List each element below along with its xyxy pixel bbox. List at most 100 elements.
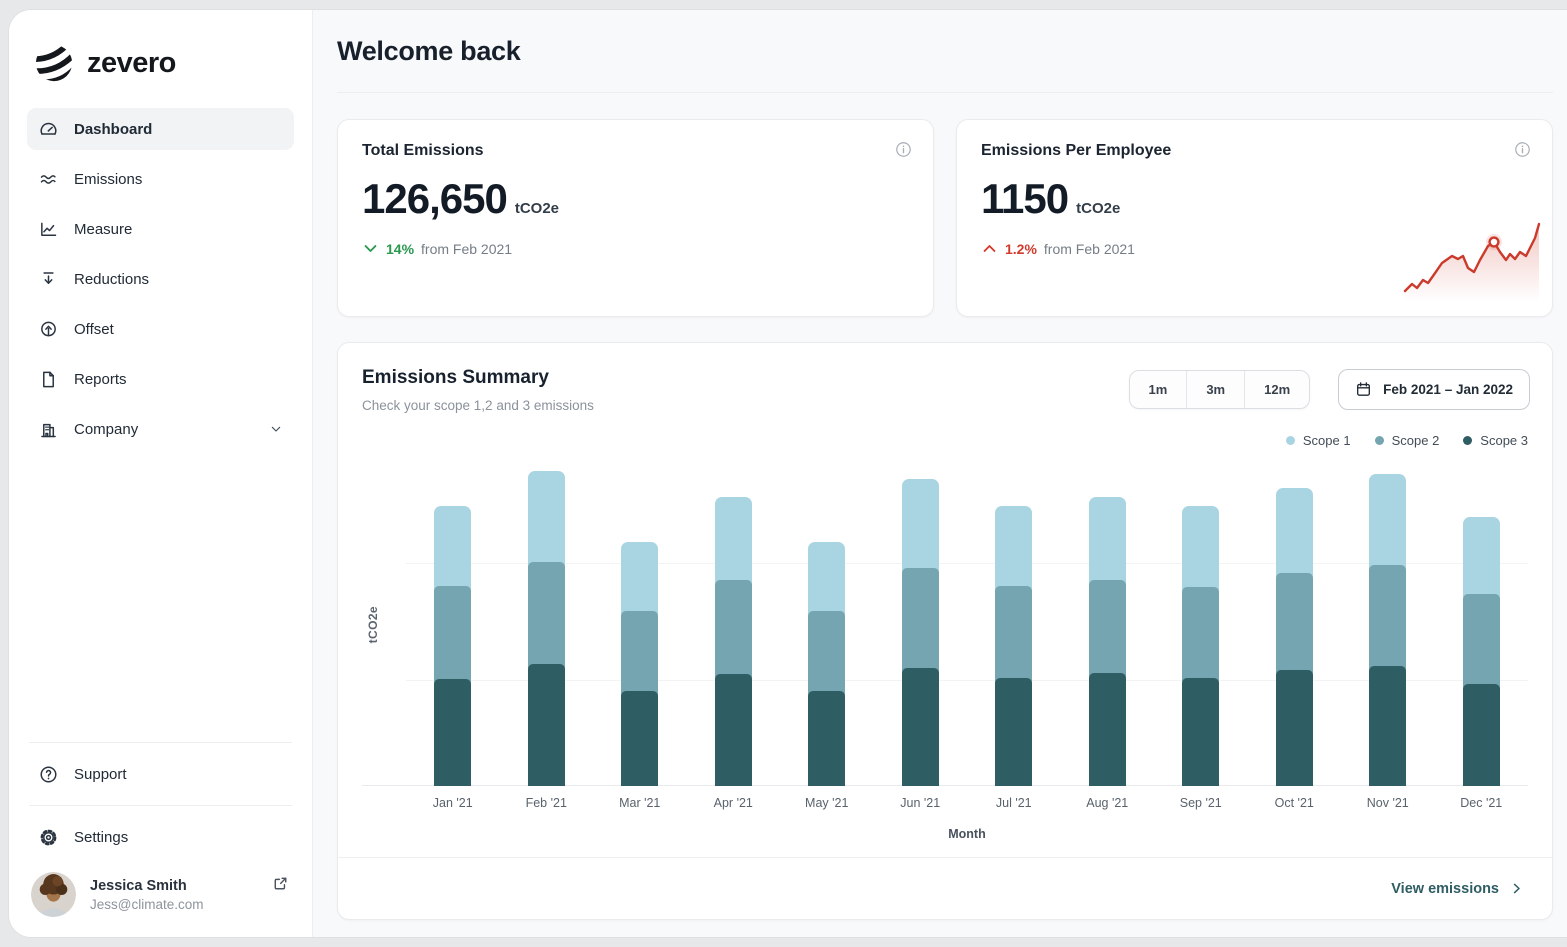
sidebar-item-company[interactable]: Company [27, 408, 294, 450]
sidebar-item-emissions[interactable]: Emissions [27, 158, 294, 200]
x-tick-label: Oct '21 [1274, 796, 1314, 810]
bar-jun-21[interactable] [874, 479, 968, 786]
x-tick-label: May '21 [805, 796, 849, 810]
bar-segment-scope-3[interactable] [434, 679, 472, 786]
bar-segment-scope-3[interactable] [527, 664, 565, 786]
bar-segment-scope-2[interactable] [434, 586, 472, 684]
bar-dec-21[interactable] [1435, 517, 1529, 786]
bar-segment-scope-1[interactable] [1369, 474, 1407, 570]
bar-apr-21[interactable] [687, 497, 781, 786]
per-employee-value: 1150 [981, 175, 1069, 222]
card-title: Emissions Per Employee [981, 142, 1172, 159]
main-content: Welcome back Total Emissions 126,650 tCO… [313, 10, 1567, 937]
bar-segment-scope-1[interactable] [1182, 506, 1220, 592]
chevron-down-icon[interactable] [268, 421, 284, 437]
sidebar-nav: Dashboard Emissions Measure Reductions O… [27, 108, 294, 450]
bar-segment-scope-1[interactable] [901, 479, 939, 573]
bar-segment-scope-3[interactable] [1088, 673, 1126, 786]
bar-segment-scope-2[interactable] [527, 562, 565, 669]
bar-segment-scope-3[interactable] [995, 678, 1033, 786]
tree-icon [37, 318, 59, 340]
bar-segment-scope-3[interactable] [1462, 684, 1500, 786]
date-range-label: Feb 2021 – Jan 2022 [1383, 382, 1513, 397]
bar-segment-scope-2[interactable] [1182, 587, 1220, 683]
user-profile[interactable]: Jessica Smith Jess@climate.com [27, 858, 294, 923]
bar-segment-scope-2[interactable] [1369, 565, 1407, 671]
bar-segment-scope-1[interactable] [527, 471, 565, 567]
bar-segment-scope-2[interactable] [1088, 580, 1126, 678]
sidebar-footer-nav: Support Settings [27, 753, 294, 858]
chevron-right-icon [1513, 883, 1520, 894]
x-axis-ticks: Jan '21 Feb '21 Mar '21 Apr '21 May '21 Jun '… [406, 796, 1528, 810]
total-emissions-unit: tCO2e [514, 200, 560, 217]
bar-segment-scope-1[interactable] [1275, 488, 1313, 578]
info-icon[interactable] [894, 140, 913, 164]
bar-feb-21[interactable] [500, 471, 594, 786]
range-button-12m[interactable]: 12m [1244, 371, 1309, 408]
external-link-icon[interactable] [271, 874, 290, 898]
bar-segment-scope-3[interactable] [1275, 670, 1313, 786]
range-button-3m[interactable]: 3m [1186, 371, 1244, 408]
bar-jan-21[interactable] [406, 506, 500, 786]
bar-segment-scope-1[interactable] [995, 506, 1033, 591]
question-circle-icon [37, 763, 59, 785]
bar-segment-scope-2[interactable] [1462, 594, 1500, 689]
range-toggle: 1m 3m 12m [1128, 370, 1311, 409]
bar-nov-21[interactable] [1341, 474, 1435, 786]
bar-segment-scope-2[interactable] [808, 611, 846, 696]
bar-segment-scope-1[interactable] [434, 506, 472, 591]
sparkline-chart [1403, 222, 1541, 302]
sidebar-item-support[interactable]: Support [27, 753, 294, 795]
bar-segment-scope-2[interactable] [714, 580, 752, 679]
sidebar-item-label: Dashboard [74, 120, 153, 138]
summary-title: Emissions Summary [362, 367, 549, 388]
bar-segment-scope-3[interactable] [621, 691, 659, 786]
bar-aug-21[interactable] [1061, 497, 1155, 786]
bar-segment-scope-1[interactable] [808, 542, 846, 616]
bar-segment-scope-3[interactable] [1369, 666, 1407, 786]
gear-icon [37, 826, 59, 848]
bar-segment-scope-1[interactable] [1462, 517, 1500, 599]
legend-item-scope-2[interactable]: Scope 2 [1374, 433, 1439, 448]
bar-oct-21[interactable] [1248, 488, 1342, 786]
sidebar-footer: Support Settings [27, 742, 294, 937]
bar-segment-scope-1[interactable] [1088, 497, 1126, 585]
view-emissions-link[interactable]: View emissions [1391, 881, 1524, 897]
info-icon[interactable] [1513, 140, 1532, 164]
delta-suffix: from Feb 2021 [1043, 240, 1135, 257]
legend-item-scope-3[interactable]: Scope 3 [1463, 433, 1528, 448]
date-range-button[interactable]: Feb 2021 – Jan 2022 [1338, 369, 1530, 410]
bar-may-21[interactable] [780, 542, 874, 786]
bar-segment-scope-2[interactable] [621, 611, 659, 696]
bar-segment-scope-3[interactable] [808, 691, 846, 786]
bar-segment-scope-1[interactable] [621, 542, 659, 616]
sidebar-item-offset[interactable]: Offset [27, 308, 294, 350]
sidebar-item-settings[interactable]: Settings [27, 816, 294, 858]
x-tick-label: Sep '21 [1179, 796, 1222, 810]
x-tick-label: Aug '21 [1086, 796, 1129, 810]
bar-mar-21[interactable] [593, 542, 687, 786]
sidebar-item-reports[interactable]: Reports [27, 358, 294, 400]
waves-icon [37, 168, 59, 190]
range-button-1m[interactable]: 1m [1130, 371, 1187, 408]
bar-sep-21[interactable] [1154, 506, 1248, 786]
x-tick-label: Feb '21 [525, 796, 567, 810]
bar-segment-scope-3[interactable] [1182, 678, 1220, 786]
sidebar-item-measure[interactable]: Measure [27, 208, 294, 250]
emissions-summary-card: Emissions Summary Check your scope 1,2 a… [337, 342, 1553, 920]
card-title: Total Emissions [362, 142, 484, 159]
gauge-icon [37, 118, 59, 140]
bar-segment-scope-3[interactable] [901, 668, 939, 786]
bar-jul-21[interactable] [967, 506, 1061, 786]
legend-item-scope-1[interactable]: Scope 1 [1285, 433, 1351, 448]
sidebar-item-dashboard[interactable]: Dashboard [27, 108, 294, 150]
trend-down-icon [362, 240, 379, 257]
arrow-down-icon [37, 268, 59, 290]
bar-segment-scope-2[interactable] [1275, 573, 1313, 675]
y-axis-label: tCO2e [366, 606, 380, 644]
bar-segment-scope-2[interactable] [901, 568, 939, 673]
bar-segment-scope-2[interactable] [995, 586, 1033, 683]
bar-segment-scope-3[interactable] [714, 674, 752, 786]
bar-segment-scope-1[interactable] [714, 497, 752, 585]
sidebar-item-reductions[interactable]: Reductions [27, 258, 294, 300]
